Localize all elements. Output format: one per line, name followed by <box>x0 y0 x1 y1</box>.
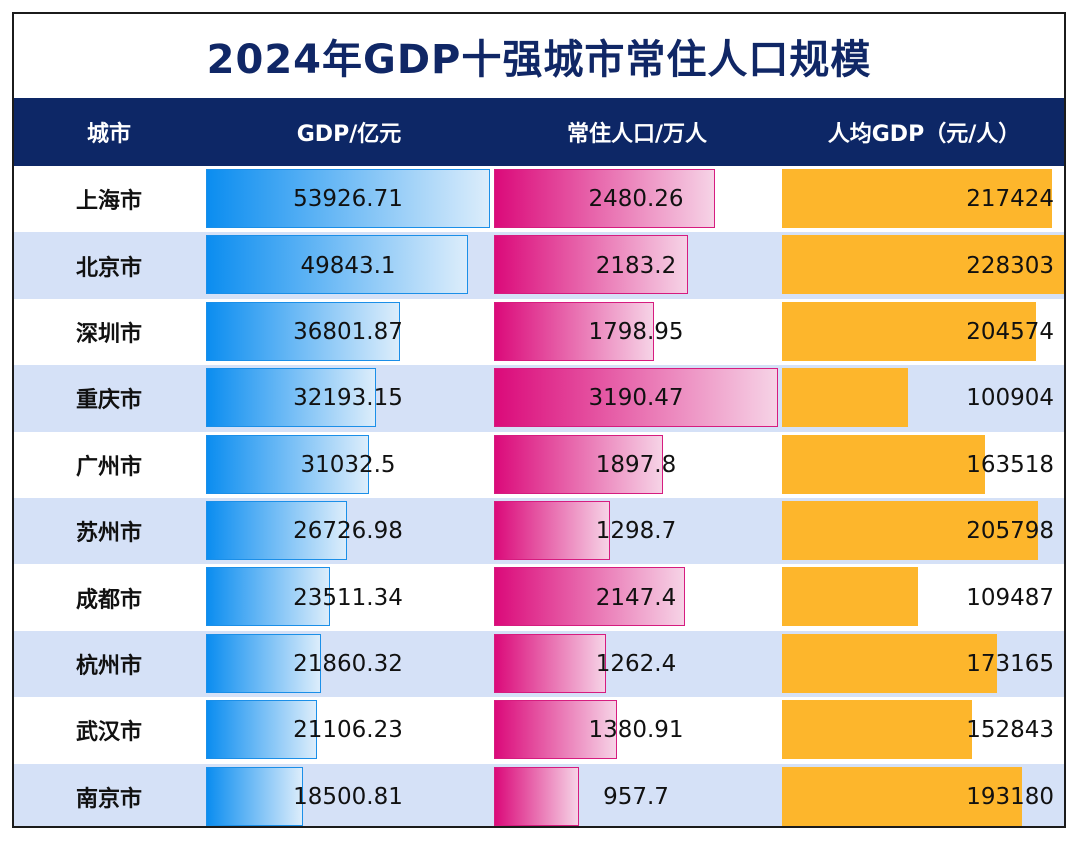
table-row: 苏州市 26726.98 1298.7 205798 <box>14 498 1064 565</box>
population-value-label: 1380.91 <box>588 717 684 744</box>
per-capita-bar <box>782 567 918 627</box>
gdp-value-label: 32193.15 <box>293 385 403 412</box>
gdp-value-label: 31032.5 <box>300 451 396 478</box>
per-capita-bar <box>782 633 997 693</box>
table-header: 城市 GDP/亿元 常住人口/万人 人均GDP（元/人） <box>14 98 1064 166</box>
per-capita-bar <box>782 700 972 760</box>
city-label: 苏州市 <box>75 521 142 547</box>
city-label: 南京市 <box>75 786 142 812</box>
table-row: 成都市 23511.34 2147.4 109487 <box>14 564 1064 630</box>
header-per-capita: 人均GDP（元/人） <box>827 122 1021 147</box>
gdp-value-label: 49843.1 <box>300 252 396 279</box>
gdp-value-label: 18500.81 <box>293 783 403 810</box>
gdp-bar <box>206 501 347 560</box>
population-value-label: 2480.26 <box>588 186 684 213</box>
population-value-label: 3190.47 <box>588 385 684 412</box>
gdp-bar <box>206 301 400 361</box>
gdp-bar <box>206 567 330 627</box>
table-row: 北京市 49843.1 2183.2 228303 <box>14 232 1064 299</box>
gdp-bar <box>206 368 376 428</box>
per-capita-value-label: 217424 <box>966 186 1054 213</box>
population-bar <box>494 434 663 494</box>
table-row: 深圳市 36801.87 1798.95 204574 <box>14 299 1064 365</box>
per-capita-bar <box>782 434 985 494</box>
table-row: 广州市 31032.5 1897.8 163518 <box>14 432 1064 498</box>
per-capita-value-label: 204574 <box>966 318 1054 345</box>
per-capita-bar <box>782 235 1064 295</box>
header-gdp: GDP/亿元 <box>296 122 402 147</box>
table-row: 武汉市 21106.23 1380.91 152843 <box>14 697 1064 763</box>
city-label: 上海市 <box>75 189 142 215</box>
population-value-label: 957.7 <box>603 783 669 810</box>
gdp-bar <box>206 633 321 693</box>
city-label: 广州市 <box>75 454 142 480</box>
per-capita-value-label: 173165 <box>966 650 1054 677</box>
population-bar <box>494 567 685 627</box>
table-row: 南京市 18500.81 957.7 193180 <box>14 763 1064 826</box>
city-label: 北京市 <box>75 255 142 281</box>
gdp-value-label: 23511.34 <box>293 584 403 611</box>
population-bar <box>494 766 579 826</box>
table-row: 上海市 53926.71 2480.26 217424 <box>14 166 1064 232</box>
population-bar <box>494 301 654 361</box>
population-bar <box>494 700 617 760</box>
per-capita-bar <box>782 169 1052 228</box>
per-capita-value-label: 205798 <box>966 518 1054 545</box>
gdp-value-label: 21106.23 <box>293 717 403 744</box>
per-capita-value-label: 193180 <box>966 783 1054 810</box>
gdp-value-label: 26726.98 <box>293 518 403 545</box>
gdp-bar <box>206 700 317 760</box>
gdp-bar <box>206 235 468 295</box>
per-capita-value-label: 152843 <box>966 717 1054 744</box>
table-row: 重庆市 32193.15 3190.47 100904 <box>14 365 1064 432</box>
city-label: 成都市 <box>75 587 142 613</box>
per-capita-bar <box>782 301 1036 361</box>
per-capita-value-label: 109487 <box>966 584 1054 611</box>
gdp-bar <box>206 434 369 494</box>
table-row: 杭州市 21860.32 1262.4 173165 <box>14 630 1064 698</box>
population-value-label: 1262.4 <box>595 650 677 677</box>
population-value-label: 2183.2 <box>595 252 677 279</box>
city-label: 杭州市 <box>75 653 142 679</box>
population-bar <box>494 501 610 560</box>
population-bar <box>494 235 688 295</box>
per-capita-bar <box>782 368 908 428</box>
population-value-label: 1298.7 <box>595 518 677 545</box>
table-body: 上海市 53926.71 2480.26 217424 北京市 49843.1 2183.2… <box>14 166 1064 826</box>
city-label: 武汉市 <box>75 720 142 746</box>
gdp-bar <box>206 169 490 228</box>
gdp-bar <box>206 766 303 826</box>
per-capita-value-label: 100904 <box>966 385 1054 412</box>
per-capita-bar <box>782 501 1038 560</box>
population-bar <box>494 169 715 228</box>
population-bar <box>494 633 606 693</box>
population-value-label: 1897.8 <box>595 451 677 478</box>
city-label: 重庆市 <box>75 388 142 414</box>
population-bar <box>494 368 778 428</box>
per-capita-value-label: 228303 <box>966 252 1054 279</box>
chart-title: 2024年GDP十强城市常住人口规模 <box>206 37 872 83</box>
population-value-label: 2147.4 <box>595 584 677 611</box>
gdp-value-label: 21860.32 <box>293 650 403 677</box>
gdp-value-label: 36801.87 <box>293 318 403 345</box>
header-city: 城市 <box>86 122 131 147</box>
table-frame: 2024年GDP十强城市常住人口规模 城市 GDP/亿元 常住人口/万人 人均G… <box>12 12 1066 828</box>
per-capita-bar <box>782 766 1022 826</box>
header-population: 常住人口/万人 <box>566 122 708 147</box>
gdp-value-label: 53926.71 <box>293 186 403 213</box>
population-value-label: 1798.95 <box>588 318 684 345</box>
city-label: 深圳市 <box>75 321 142 347</box>
per-capita-value-label: 163518 <box>966 451 1054 478</box>
